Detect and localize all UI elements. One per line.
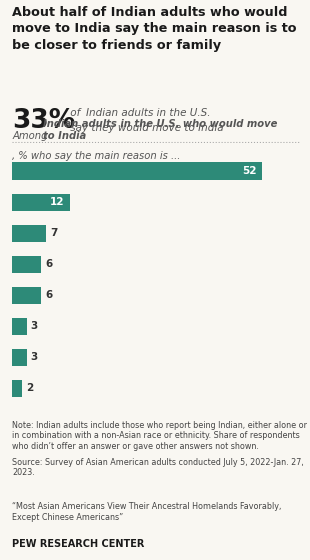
Text: Note: Indian adults include those who report being Indian, either alone or in co: Note: Indian adults include those who re… [12, 421, 308, 451]
Text: 33%: 33% [12, 108, 76, 134]
Text: 3: 3 [31, 352, 38, 362]
Bar [12, 225, 46, 242]
Text: PEW RESEARCH CENTER: PEW RESEARCH CENTER [12, 539, 145, 549]
Text: 52: 52 [242, 166, 256, 176]
Bar [12, 162, 262, 180]
Text: Among: Among [12, 132, 51, 142]
Text: Indian adults in the U.S.: Indian adults in the U.S. [86, 108, 210, 118]
Text: 7: 7 [50, 228, 57, 238]
Text: of: of [67, 108, 84, 118]
Bar [12, 194, 70, 211]
Text: 6: 6 [45, 259, 52, 269]
Bar [12, 380, 22, 397]
Bar [12, 287, 41, 304]
Text: 12: 12 [50, 197, 64, 207]
Text: 3: 3 [31, 321, 38, 332]
Text: , % who say the main reason is ...: , % who say the main reason is ... [12, 151, 181, 161]
Bar [12, 349, 27, 366]
Text: About half of Indian adults who would
move to India say the main reason is to
be: About half of Indian adults who would mo… [12, 6, 297, 52]
Text: say they would move to India: say they would move to India [67, 123, 224, 133]
Text: “Most Asian Americans View Their Ancestral Homelands Favorably, Except Chinese A: “Most Asian Americans View Their Ancestr… [12, 502, 282, 521]
Text: Indian adults in the U.S. who would move
to India: Indian adults in the U.S. who would move… [43, 119, 277, 142]
Bar [12, 256, 41, 273]
Text: 6: 6 [45, 290, 52, 300]
Text: 2: 2 [26, 384, 33, 394]
Bar [12, 318, 27, 335]
Text: Source: Survey of Asian American adults conducted July 5, 2022-Jan. 27, 2023.: Source: Survey of Asian American adults … [12, 458, 304, 478]
